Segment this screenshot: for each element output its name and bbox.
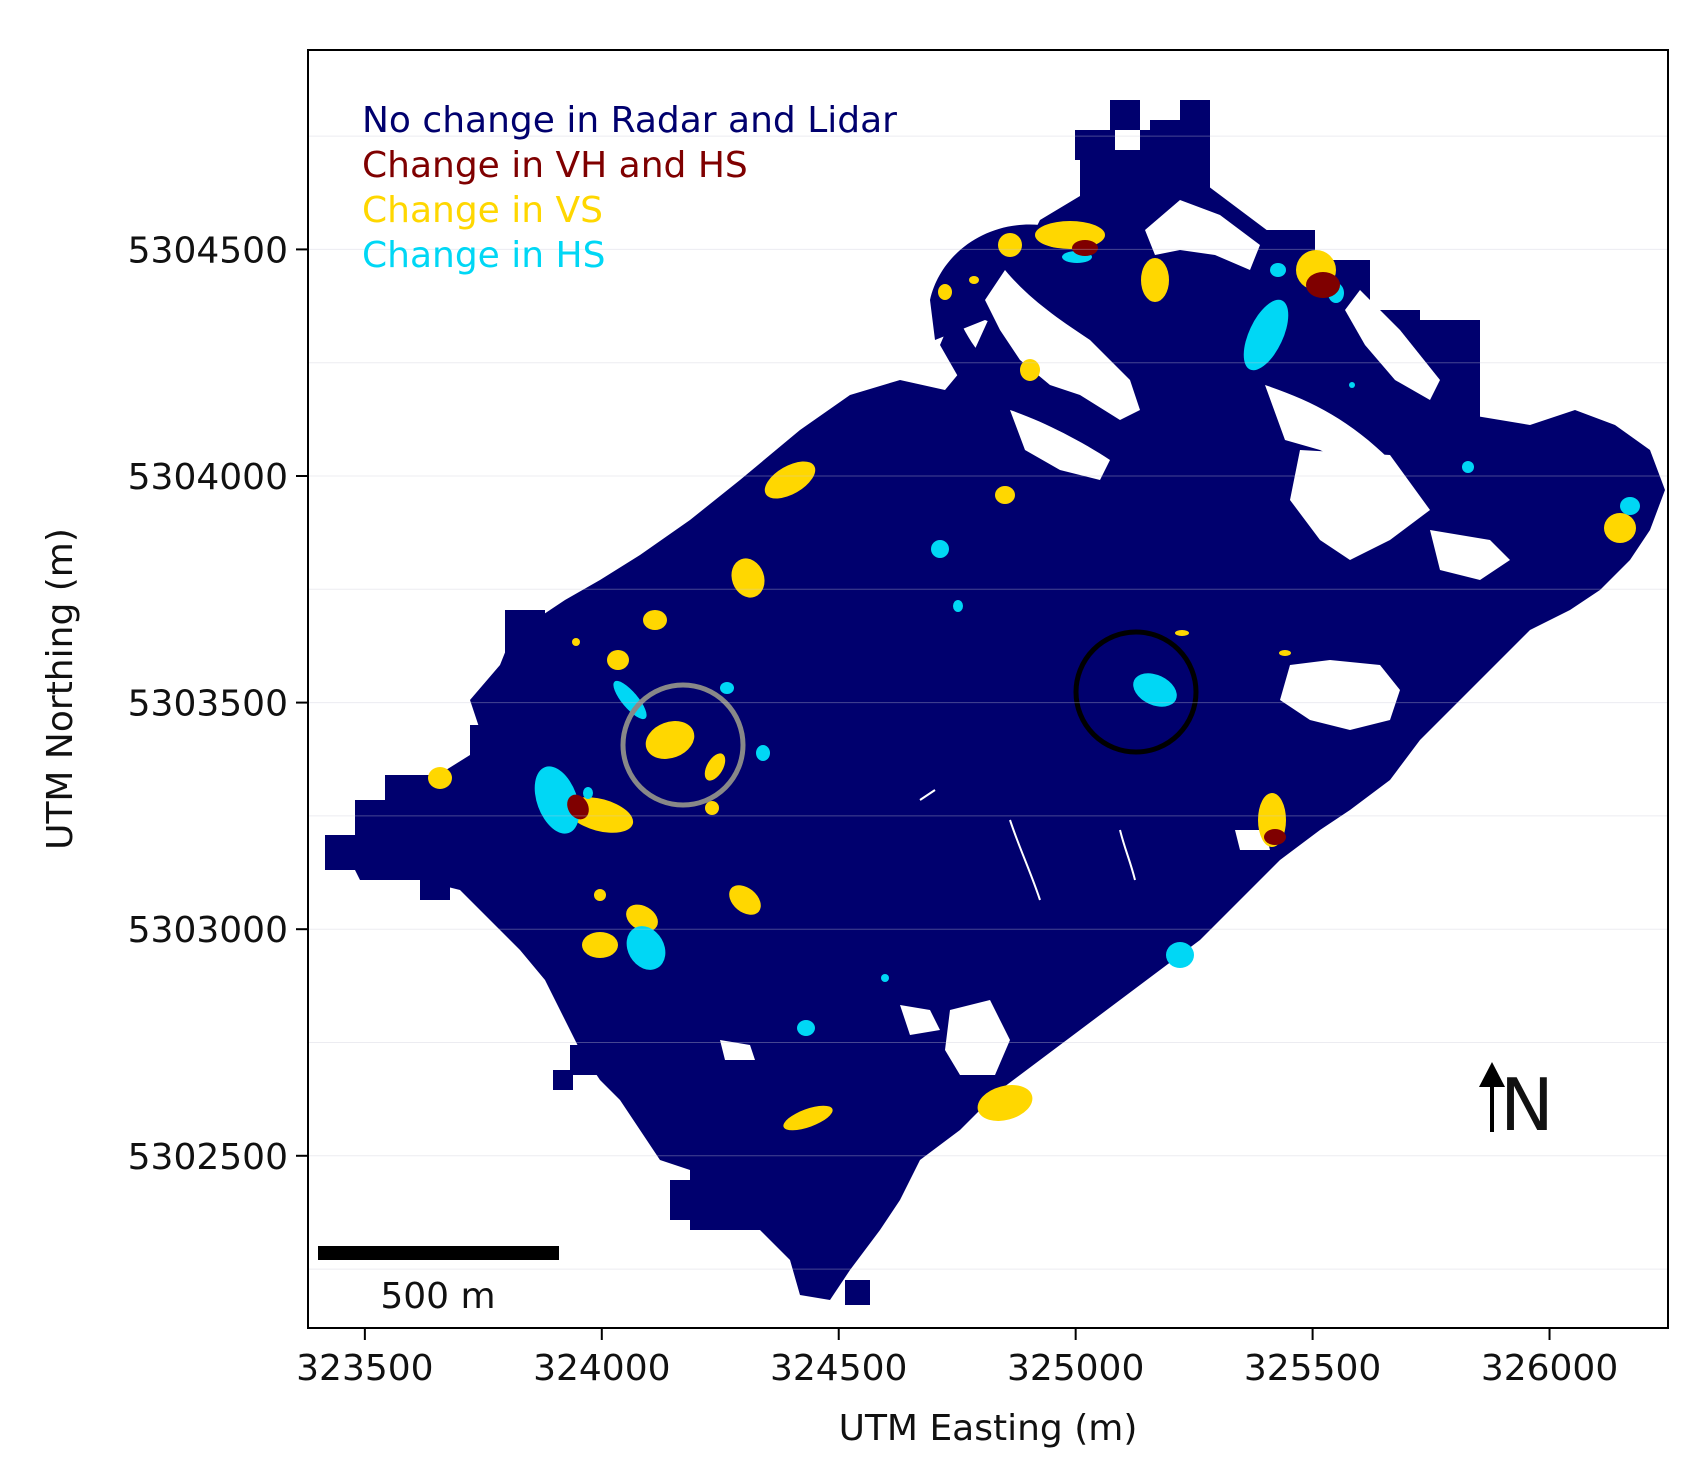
x-tick-label: 326000 <box>1481 1348 1618 1389</box>
legend-entry-vs: Change in VS <box>362 190 603 231</box>
y-axis-title: UTM Northing (m) <box>40 528 81 850</box>
x-tick-label: 324500 <box>770 1348 907 1389</box>
scale-bar-line <box>318 1246 559 1260</box>
y-tick-label: 5303000 <box>128 910 288 951</box>
grid-lines <box>308 135 1668 1270</box>
north-arrow-icon <box>1479 1062 1505 1087</box>
legend-entry-hs: Change in HS <box>362 235 605 276</box>
change-vs-patches <box>428 221 1636 1131</box>
plot-frame <box>307 49 1669 1329</box>
legend: No change in Radar and Lidar Change in V… <box>362 100 897 276</box>
y-tick-label: 5303500 <box>128 684 288 725</box>
x-tick-label: 325000 <box>1007 1348 1144 1389</box>
scale-bar-label: 500 m <box>380 1276 495 1317</box>
north-arrow-label: N <box>1500 1063 1554 1147</box>
gray-highlight-circle <box>620 682 746 808</box>
scale-bar: 500 m <box>318 1246 559 1317</box>
legend-entry-vh-hs: Change in VH and HS <box>362 145 748 186</box>
y-tick-label: 5302500 <box>128 1137 288 1178</box>
highlight-circles <box>620 629 1199 808</box>
x-tick-label: 325500 <box>1244 1348 1381 1389</box>
x-tick-label: 324000 <box>533 1348 670 1389</box>
x-axis-title: UTM Easting (m) <box>839 1408 1138 1449</box>
y-tick-label: 5304000 <box>128 457 288 498</box>
non-data-holes <box>720 200 1510 1075</box>
x-axis-ticks: 323500 324000 324500 325000 325500 326000 <box>296 1328 1618 1389</box>
y-axis-ticks: 5304500 5304000 5303500 5303000 5302500 <box>128 230 308 1178</box>
x-tick-label: 323500 <box>296 1348 433 1389</box>
white-traces <box>919 789 1136 901</box>
y-tick-label: 5304500 <box>128 230 288 271</box>
legend-entry-no-change: No change in Radar and Lidar <box>362 100 897 141</box>
change-vh-hs-patches <box>567 240 1340 845</box>
north-arrow: N <box>1479 1062 1554 1147</box>
black-highlight-circle <box>1073 629 1199 755</box>
change-hs-patches <box>534 251 1640 1036</box>
